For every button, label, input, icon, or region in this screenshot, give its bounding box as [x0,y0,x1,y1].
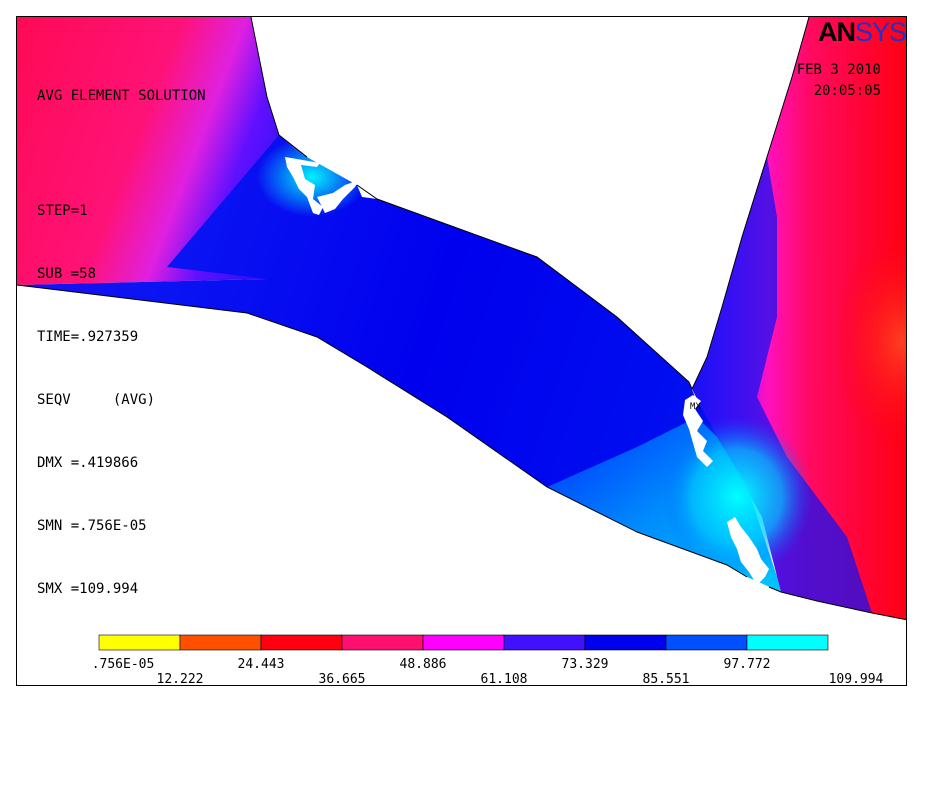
max-marker: MX [690,402,701,412]
legend-label-bottom-0: 12.222 [157,672,204,686]
info-step: STEP=1 [37,203,88,219]
legend-label-bottom-1: 36.665 [319,672,366,686]
info-smx: SMX =109.994 [37,581,139,597]
notch-top-2 [317,180,359,213]
info-sub: SUB =58 [37,266,97,282]
notch-bottom [727,517,769,585]
info-seqv: SEQV (AVG) [37,392,156,408]
legend-label-bottom-4: 109.994 [829,672,884,686]
lower-void [17,285,906,685]
info-dmx: DMX =.419866 [37,455,139,471]
legend-label-top-0: .756E-05 [92,657,155,672]
color-legend [98,634,829,651]
solution-info: AVG ELEMENT SOLUTION STEP=1 SUB =58 TIME… [37,44,206,642]
upper-void [251,17,809,389]
legend-swatch-3 [341,634,424,651]
legend-swatch-7 [665,634,748,651]
time-text: 20:05:05 [813,83,881,99]
legend-label-bottom-2: 61.108 [481,672,528,686]
stress-contour-plot: MX .756E-05 24.443 48.886 73.329 97.772 12.22… [17,17,906,686]
plot-frame: MX .756E-05 24.443 48.886 73.329 97.772 12.22… [16,16,907,686]
legend-label-bottom-3: 85.551 [643,672,690,686]
legend-label-top-2: 48.886 [400,657,447,672]
legend-label-top-3: 73.329 [562,657,609,672]
legend-label-top-1: 24.443 [238,657,285,672]
notch-top [285,157,323,215]
timestamp: FEB 3 2010 20:05:05 [797,60,881,102]
solution-title: AVG ELEMENT SOLUTION [37,88,206,104]
legend-swatch-4 [422,634,505,651]
right-transition [692,157,872,613]
legend-swatch-2 [260,634,343,651]
info-time: TIME=.927359 [37,329,139,345]
notch-mid [683,395,713,467]
legend-labels: .756E-05 24.443 48.886 73.329 97.772 12.222 36… [92,657,884,686]
legend-swatch-6 [584,634,667,651]
date-text: FEB 3 2010 [796,62,881,78]
ansys-logo: ANSYS [817,17,906,47]
legend-label-top-4: 97.772 [724,657,771,672]
legend-swatch-8 [746,634,829,651]
legend-swatch-5 [503,634,586,651]
info-smn: SMN =.756E-05 [37,518,147,534]
hot-spot [832,232,906,452]
